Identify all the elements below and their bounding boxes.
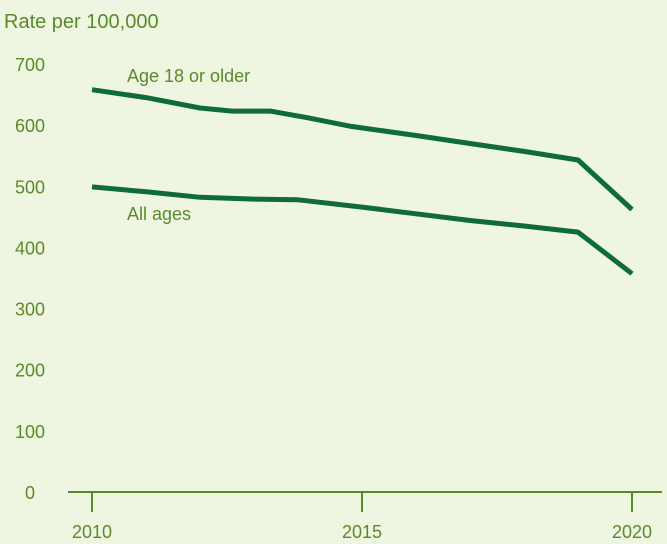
y-tick-label: 600 [15, 116, 45, 136]
y-tick-label: 500 [15, 177, 45, 197]
x-tick-label: 2020 [612, 522, 652, 542]
series-label-all-ages: All ages [127, 204, 191, 224]
series-label-age-18-or-older: Age 18 or older [127, 66, 250, 86]
series-line-all-ages [91, 184, 634, 276]
y-tick-label: 300 [15, 300, 45, 320]
y-tick-label: 0 [25, 483, 35, 503]
y-axis-title: Rate per 100,000 [4, 11, 159, 33]
y-tick-label: 400 [15, 238, 45, 258]
series-lines [91, 87, 634, 276]
series-line-age-18-or-older [91, 87, 634, 212]
x-axis: 2010 2015 2020 [68, 491, 662, 542]
y-tick-label: 700 [15, 55, 45, 75]
x-tick-label: 2015 [342, 522, 382, 542]
y-axis-ticks: 0 100 200 300 400 500 600 700 [15, 55, 45, 503]
x-tick-label: 2010 [72, 522, 112, 542]
y-tick-label: 200 [15, 361, 45, 381]
y-tick-label: 100 [15, 422, 45, 442]
